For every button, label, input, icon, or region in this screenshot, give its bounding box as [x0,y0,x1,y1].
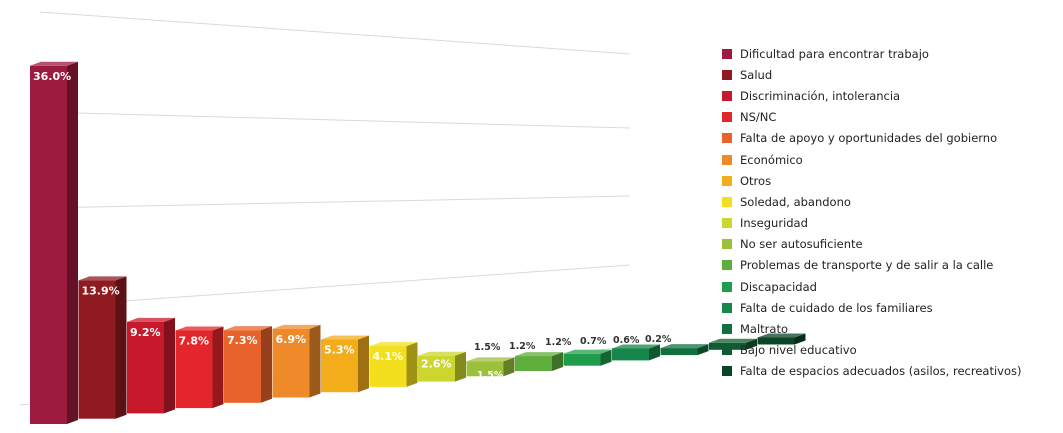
data-label: 0.7% [580,336,607,347]
data-label: 0.2% [645,334,672,345]
legend-label: Falta de espacios adecuados (asilos, rec… [740,364,1022,379]
legend-label: Falta de apoyo y oportunidades del gobie… [740,131,998,146]
legend-item: NS/NC [722,107,1062,128]
legend-label: Otros [740,173,772,188]
legend-label: NS/NC [740,110,777,125]
legend-swatch [722,48,732,59]
legend-item: Salud [722,64,1062,85]
legend-item: Falta de espacios adecuados (asilos, rec… [722,361,1062,382]
grid-line [39,111,631,129]
legend-swatch [722,90,732,101]
bar [78,276,127,419]
data-label: 0.6% [613,335,640,346]
bar [660,344,709,356]
legend-item: Maltrato [722,318,1062,339]
legend-item: Soledad, abandono [722,191,1062,212]
legend-swatch [722,175,732,186]
bar-series [30,61,806,425]
bar [175,326,224,409]
data-label: 1.2% [545,337,572,348]
bar [30,61,78,425]
legend-item: Problemas de transporte y de salir a la … [722,255,1062,276]
bar [224,326,272,403]
legend-item: No ser autosuficiente [722,234,1062,255]
legend-label: Problemas de transporte y de salir a la … [740,258,994,273]
bar [127,317,175,414]
legend-item: Discriminación, intolerancia [722,85,1062,106]
legend: Dificultad para encontrar trabajo Salud Di… [722,43,1062,382]
data-label: 5.3% [324,343,355,356]
bar [418,351,466,382]
bar [321,335,369,393]
legend-swatch [722,196,732,207]
data-label: 13.9% [82,284,120,297]
legend-swatch [722,345,732,356]
bar [612,344,660,361]
bar [757,333,806,345]
legend-swatch [722,154,732,165]
legend-label: Salud [740,67,773,82]
legend-item: Falta de cuidado de los familiares [722,297,1062,318]
legend-label: No ser autosuficiente [740,237,863,252]
legend-label: Soledad, abandono [740,194,851,209]
legend-swatch [722,112,732,123]
legend-label: Dificultad para encontrar trabajo [740,46,929,61]
bar [272,324,321,398]
data-label: 36.0% [33,70,71,83]
data-label: 1.5% [474,342,501,353]
bar [369,342,418,387]
bar [515,352,563,371]
data-label: 7.3% [227,334,258,347]
legend-item: Discapacidad [722,276,1062,297]
legend-swatch [722,281,732,292]
legend-label: Discapacidad [740,279,817,294]
data-label: 1.2% [509,341,536,352]
legend-label: Falta de cuidado de los familiares [740,300,933,315]
data-label: 4.1% [373,350,404,363]
legend-swatch [722,133,732,144]
legend-label: Inseguridad [740,216,808,231]
legend-label: Bajo nivel educativo [740,343,857,358]
legend-label: Discriminación, intolerancia [740,88,901,103]
legend-swatch [722,239,732,250]
bar [466,357,515,377]
data-label: 6.9% [276,333,307,346]
grid-line [39,264,631,308]
legend-item: Bajo nivel educativo [722,340,1062,361]
data-labels: 36.0% 13.9% 9.2% 7.8% 7.3% 6.9% 5.3% 4.1% 2.6% 1.… [33,70,672,381]
legend-item: Económico [722,149,1062,170]
legend-swatch [722,302,732,313]
legend-swatch [722,324,732,335]
legend-label: Económico [740,152,803,167]
data-label: 2.6% [421,358,452,371]
data-label: 9.2% [130,326,161,339]
legend-swatch [722,366,732,377]
legend-label: Maltrato [740,322,788,337]
data-label: 1.5% [477,370,504,381]
grid-line [39,11,631,55]
legend-item: Falta de apoyo y oportunidades del gobie… [722,128,1062,149]
legend-swatch [722,218,732,229]
legend-item: Inseguridad [722,213,1062,234]
data-label: 7.8% [179,334,210,347]
legend-swatch [722,69,732,80]
legend-item: Dificultad para encontrar trabajo [722,43,1062,64]
bar [563,349,612,366]
legend-swatch [722,260,732,271]
grid-line [39,195,631,209]
legend-item: Otros [722,170,1062,191]
